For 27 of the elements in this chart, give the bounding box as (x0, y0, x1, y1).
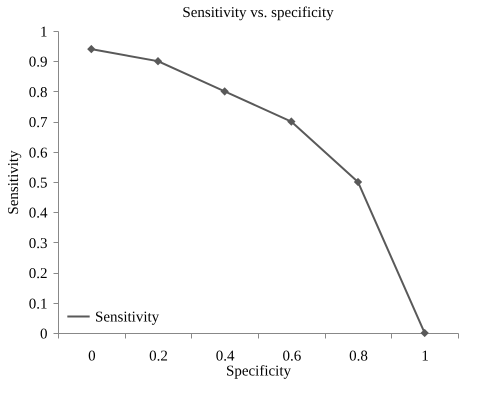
y-tick-label: 0.6 (28, 145, 48, 162)
y-tick-label: 0.2 (28, 266, 48, 282)
y-tick-label: 0.3 (28, 236, 48, 252)
point (354, 178, 362, 186)
x-axis-title: Specificity (226, 364, 292, 380)
legend-label: Sensitivity (95, 310, 160, 326)
y-tick-label: 0 (40, 326, 48, 342)
y-tick-label: 0.7 (28, 115, 48, 132)
x-tick-label: 0.2 (149, 348, 168, 364)
y-tick-label: 0.1 (28, 296, 48, 312)
point (87, 44, 96, 54)
y-tick-label: 0.5 (28, 176, 48, 192)
y-tick-label: 0.9 (28, 54, 48, 71)
y-tick-label: 1 (40, 24, 48, 40)
y-tick-label: 0.8 (28, 84, 48, 101)
point (420, 328, 429, 338)
chart-title: Sensitivity vs. specificity (182, 5, 334, 21)
x-tick-label: 0.6 (282, 348, 302, 364)
x-tick-label: 0 (88, 348, 96, 364)
x-tick-label: 1 (421, 348, 429, 364)
y-axis-title: Sensitivity (6, 150, 22, 215)
point (220, 87, 229, 96)
x-tick-label: 0.4 (216, 348, 236, 364)
y-tick-label: 0.4 (28, 206, 48, 222)
point (154, 57, 162, 66)
x-tick-label: 0.8 (349, 348, 368, 364)
point (287, 117, 296, 126)
